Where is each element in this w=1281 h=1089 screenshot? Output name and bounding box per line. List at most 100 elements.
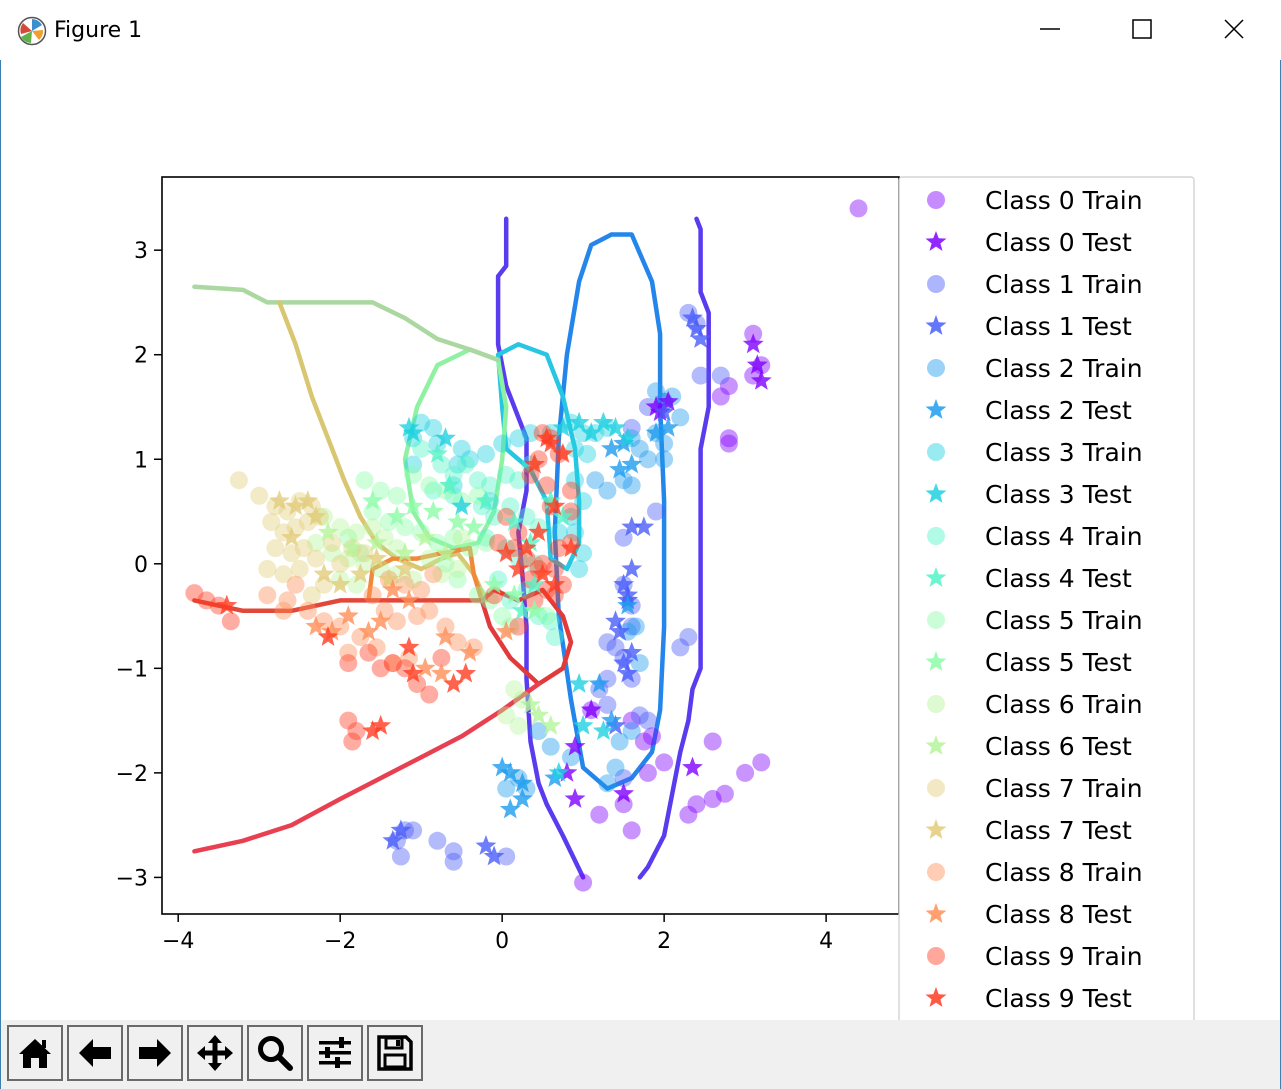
test-point (511, 788, 533, 808)
train-point (339, 711, 358, 730)
legend-marker-star (925, 567, 947, 587)
legend-label: Class 4 Train (985, 522, 1143, 551)
train-point (622, 476, 641, 495)
test-point (613, 573, 635, 594)
train-point (302, 586, 321, 605)
train-point (420, 601, 439, 620)
test-point (653, 401, 675, 422)
train-point (387, 612, 406, 631)
test-point (305, 615, 327, 636)
train-point (736, 763, 755, 782)
train-point (509, 429, 528, 448)
x-tick-label: 0 (495, 929, 509, 954)
test-point (536, 427, 558, 448)
test-point (435, 542, 456, 563)
train-point (614, 769, 633, 788)
train-point (408, 675, 427, 693)
window-title: Figure 1 (54, 18, 143, 43)
test-point (386, 505, 408, 526)
y-tick-label: −3 (116, 866, 148, 891)
test-point (605, 610, 626, 631)
train-point (849, 199, 868, 218)
train-point (339, 654, 358, 673)
maximize-button[interactable] (1096, 0, 1188, 58)
test-point (613, 782, 635, 803)
train-point (468, 471, 487, 490)
test-point (690, 328, 711, 348)
train-point (537, 607, 556, 626)
test-point (686, 317, 707, 338)
test-point (568, 673, 590, 693)
x-tick-label: −4 (162, 929, 194, 954)
train-point (509, 716, 528, 735)
train-point (444, 486, 463, 505)
test-point (499, 761, 521, 782)
train-point (278, 591, 297, 610)
train-point (428, 533, 447, 552)
contour-line (192, 598, 485, 614)
train-point (711, 366, 730, 385)
pan-button[interactable] (187, 1025, 243, 1081)
contour-line (192, 284, 501, 363)
train-point (614, 471, 633, 490)
train-point (622, 821, 641, 840)
test-point (281, 526, 302, 547)
train-point (339, 549, 358, 568)
legend-marker-circle (927, 443, 945, 461)
train-point (331, 554, 350, 573)
test-point (422, 500, 444, 521)
test-point (337, 605, 359, 625)
train-point (570, 560, 589, 578)
legend-label: Class 7 Test (985, 816, 1132, 845)
home-button[interactable] (7, 1025, 63, 1081)
test-point (398, 589, 420, 610)
back-button[interactable] (67, 1025, 123, 1081)
train-point (477, 528, 495, 547)
train-point (456, 455, 475, 474)
train-point (679, 805, 698, 824)
train-point (359, 643, 378, 662)
forward-button[interactable] (127, 1025, 183, 1081)
move-icon (197, 1035, 233, 1071)
legend-marker-circle (927, 695, 945, 713)
train-point (497, 847, 516, 866)
zoom-button[interactable] (247, 1025, 303, 1081)
train-point (185, 584, 204, 603)
train-point (412, 413, 431, 432)
train-point (477, 445, 495, 463)
figure-canvas[interactable]: −4 −2 0 2 4 −3 −2 −1 0 1 2 3 Class 0 Train Class 0 T… (1, 60, 1280, 1030)
train-point (647, 382, 665, 401)
train-point (691, 366, 710, 385)
train-point (634, 732, 653, 751)
train-point (562, 748, 580, 767)
test-point (524, 453, 545, 474)
train-point (371, 560, 390, 578)
test-point (592, 411, 614, 432)
train-point (574, 873, 593, 892)
save-button[interactable] (367, 1025, 423, 1081)
configure-subplots-button[interactable] (307, 1025, 363, 1081)
test-point (483, 845, 505, 866)
train-point (347, 523, 366, 542)
test-point (317, 626, 339, 646)
test-point (455, 662, 477, 683)
minimize-button[interactable] (1004, 0, 1096, 58)
train-point (578, 445, 597, 463)
close-button[interactable] (1188, 0, 1280, 58)
train-point (541, 737, 560, 756)
test-point (451, 495, 473, 516)
train-point (355, 544, 374, 563)
train-point (606, 758, 625, 777)
test-point (520, 693, 541, 714)
train-point (371, 659, 390, 678)
train-point (521, 424, 540, 443)
train-point (545, 560, 564, 578)
test-point (390, 819, 412, 840)
train-point (703, 790, 722, 808)
train-point (404, 465, 423, 484)
test-point (435, 427, 456, 448)
train-point (432, 565, 451, 584)
train-point (574, 544, 593, 563)
train-point (412, 439, 431, 458)
train-point (497, 779, 516, 798)
